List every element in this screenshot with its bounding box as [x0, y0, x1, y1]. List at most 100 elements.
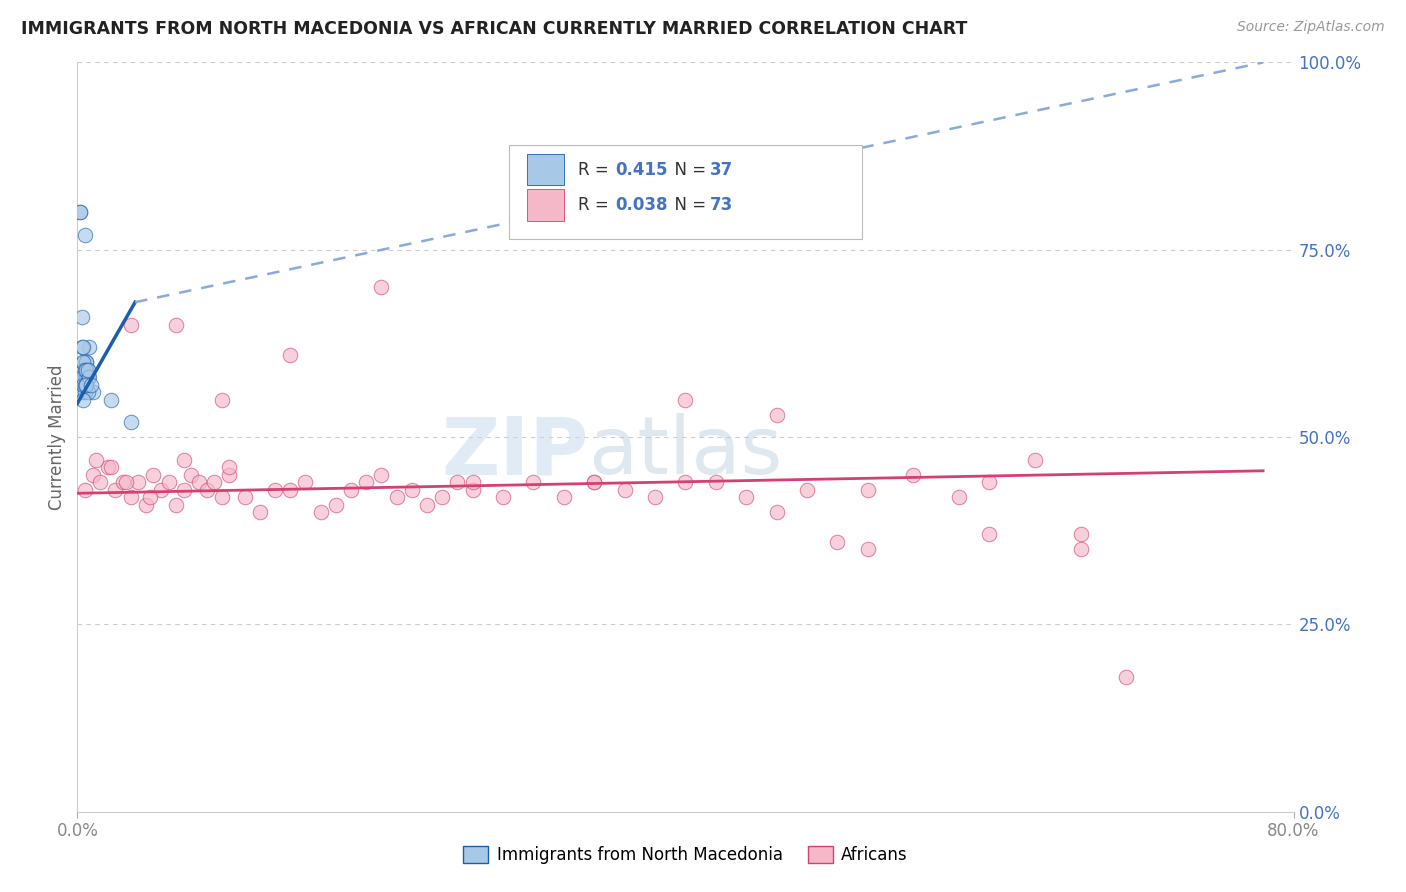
- Point: [72, 370, 94, 384]
- Point: [294, 475, 316, 489]
- Point: [278, 348, 301, 362]
- Point: [583, 475, 606, 489]
- FancyBboxPatch shape: [509, 145, 862, 238]
- Point: [354, 475, 377, 489]
- Point: [173, 452, 195, 467]
- Point: [72, 355, 94, 369]
- Point: [75, 377, 97, 392]
- Point: [72, 377, 94, 392]
- Text: 0.415: 0.415: [614, 161, 668, 178]
- Point: [135, 498, 157, 512]
- Point: [97, 460, 120, 475]
- Point: [157, 475, 180, 489]
- Point: [79, 370, 101, 384]
- Point: [72, 362, 94, 376]
- Point: [492, 490, 515, 504]
- Text: 0.038: 0.038: [614, 196, 668, 214]
- Text: R =: R =: [578, 161, 614, 178]
- Y-axis label: Currently Married: Currently Married: [48, 364, 66, 510]
- Point: [84, 452, 107, 467]
- Point: [1024, 452, 1046, 467]
- Point: [765, 408, 787, 422]
- Point: [104, 483, 127, 497]
- Point: [165, 318, 187, 332]
- Point: [416, 498, 439, 512]
- Point: [165, 498, 187, 512]
- Point: [75, 355, 97, 369]
- Point: [73, 483, 96, 497]
- Point: [325, 498, 347, 512]
- Point: [82, 467, 104, 482]
- Point: [249, 505, 271, 519]
- Point: [195, 483, 218, 497]
- Point: [1115, 670, 1137, 684]
- Point: [69, 205, 91, 219]
- Point: [461, 483, 484, 497]
- Point: [73, 370, 96, 384]
- Point: [73, 377, 96, 392]
- Point: [1070, 527, 1092, 541]
- Point: [173, 483, 195, 497]
- Point: [111, 475, 134, 489]
- Text: N =: N =: [664, 196, 711, 214]
- Legend: Immigrants from North Macedonia, Africans: Immigrants from North Macedonia, African…: [457, 839, 914, 871]
- Point: [139, 490, 162, 504]
- Point: [856, 542, 879, 557]
- Point: [77, 370, 100, 384]
- Point: [461, 475, 484, 489]
- Point: [82, 385, 104, 400]
- Point: [233, 490, 256, 504]
- Point: [73, 385, 96, 400]
- Point: [430, 490, 453, 504]
- Point: [180, 467, 202, 482]
- Point: [446, 475, 468, 489]
- Point: [188, 475, 211, 489]
- Point: [100, 392, 122, 407]
- Point: [979, 475, 1001, 489]
- Point: [522, 475, 544, 489]
- Point: [73, 377, 96, 392]
- Point: [70, 340, 93, 354]
- Point: [948, 490, 970, 504]
- Point: [979, 527, 1001, 541]
- Point: [75, 362, 97, 376]
- Point: [340, 483, 363, 497]
- Point: [73, 227, 96, 242]
- FancyBboxPatch shape: [527, 189, 564, 220]
- Text: ZIP: ZIP: [441, 413, 588, 491]
- Point: [278, 483, 301, 497]
- Point: [675, 392, 697, 407]
- Point: [675, 475, 697, 489]
- Point: [553, 490, 575, 504]
- Point: [77, 362, 100, 376]
- Text: 73: 73: [710, 196, 733, 214]
- Point: [827, 535, 849, 549]
- Point: [370, 280, 392, 294]
- Text: R =: R =: [578, 196, 614, 214]
- Point: [1070, 542, 1092, 557]
- Point: [75, 370, 97, 384]
- Point: [211, 392, 233, 407]
- Point: [370, 467, 392, 482]
- Point: [70, 370, 93, 384]
- Point: [211, 490, 233, 504]
- Point: [218, 467, 240, 482]
- Point: [856, 483, 879, 497]
- Point: [583, 475, 606, 489]
- Point: [72, 355, 94, 369]
- Point: [613, 483, 636, 497]
- Point: [80, 377, 103, 392]
- Text: Source: ZipAtlas.com: Source: ZipAtlas.com: [1237, 20, 1385, 34]
- Point: [704, 475, 727, 489]
- Point: [89, 475, 111, 489]
- Point: [401, 483, 423, 497]
- Point: [79, 340, 101, 354]
- Point: [77, 362, 100, 376]
- Point: [264, 483, 287, 497]
- Point: [202, 475, 225, 489]
- Point: [73, 362, 96, 376]
- Point: [77, 385, 100, 400]
- FancyBboxPatch shape: [527, 153, 564, 186]
- Point: [385, 490, 408, 504]
- Point: [903, 467, 925, 482]
